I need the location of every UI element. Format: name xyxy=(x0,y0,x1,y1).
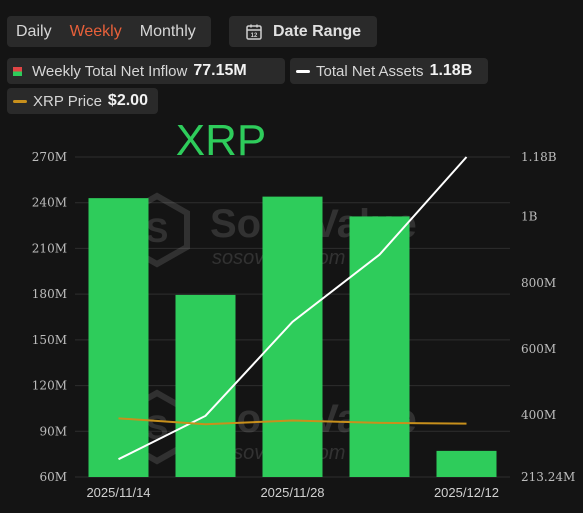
price-swatch xyxy=(13,99,27,103)
legend-assets-label: Total Net Assets xyxy=(316,62,424,80)
left-tick-label-7: 270M xyxy=(32,150,67,164)
date-range-button[interactable]: 12 Date Range xyxy=(229,16,377,47)
left-tick-label-6: 240M xyxy=(32,196,67,210)
tab-weekly[interactable]: Weekly xyxy=(69,22,122,40)
right-tick-label-4: 1B xyxy=(521,210,538,224)
tab-monthly[interactable]: Monthly xyxy=(139,22,196,40)
x-tick-label-2: 2025/12/12 xyxy=(434,485,499,500)
date-range-label: Date Range xyxy=(273,22,362,40)
right-tick-label-0: 213.24M xyxy=(521,470,575,484)
left-tick-label-0: 60M xyxy=(39,470,67,484)
x-tick-label-1: 2025/11/28 xyxy=(260,485,324,500)
legend-inflow[interactable]: Weekly Total Net Inflow 77.15M xyxy=(7,58,285,84)
inflow-bar-1 xyxy=(175,294,236,477)
period-tabs: Daily Weekly Monthly xyxy=(7,16,211,47)
inflow-swatch xyxy=(13,66,22,76)
right-tick-label-1: 400M xyxy=(521,408,556,422)
legend-inflow-label: Weekly Total Net Inflow xyxy=(32,62,188,80)
assets-swatch xyxy=(296,69,310,73)
legend-assets[interactable]: Total Net Assets 1.18B xyxy=(290,58,488,84)
left-tick-label-2: 120M xyxy=(32,379,67,393)
legend-assets-value: 1.18B xyxy=(429,62,473,79)
right-tick-label-5: 1.18B xyxy=(521,150,557,164)
inflow-bar-4 xyxy=(436,450,497,477)
inflow-bar-2 xyxy=(262,196,323,477)
x-tick-label-0: 2025/11/14 xyxy=(86,485,150,500)
axis-ticks: 60M 90M 120M 150M 180M 210M 240M 270M 213.24M 400… xyxy=(32,150,575,500)
left-tick-label-4: 180M xyxy=(32,287,67,301)
right-tick-label-3: 800M xyxy=(521,276,556,290)
svg-text:S: S xyxy=(146,409,169,447)
svg-text:12: 12 xyxy=(251,33,258,39)
left-tick-label-3: 150M xyxy=(32,333,67,347)
inflow-bars xyxy=(88,196,497,477)
inflow-bar-3 xyxy=(349,216,410,477)
calendar-icon: 12 xyxy=(246,24,262,40)
svg-text:S: S xyxy=(146,212,169,250)
right-tick-label-2: 600M xyxy=(521,342,556,356)
series-lines xyxy=(118,156,468,461)
legend-price-label: XRP Price xyxy=(33,92,102,110)
legend-inflow-value: 77.15M xyxy=(193,62,247,79)
inflow-bar-0 xyxy=(88,198,149,477)
left-tick-label-1: 90M xyxy=(39,424,67,438)
left-tick-label-5: 210M xyxy=(32,241,67,255)
legend-price[interactable]: XRP Price $2.00 xyxy=(7,88,158,114)
chart-title: XRP xyxy=(176,116,266,165)
legend-price-value: $2.00 xyxy=(107,92,148,109)
tab-daily[interactable]: Daily xyxy=(16,22,52,40)
